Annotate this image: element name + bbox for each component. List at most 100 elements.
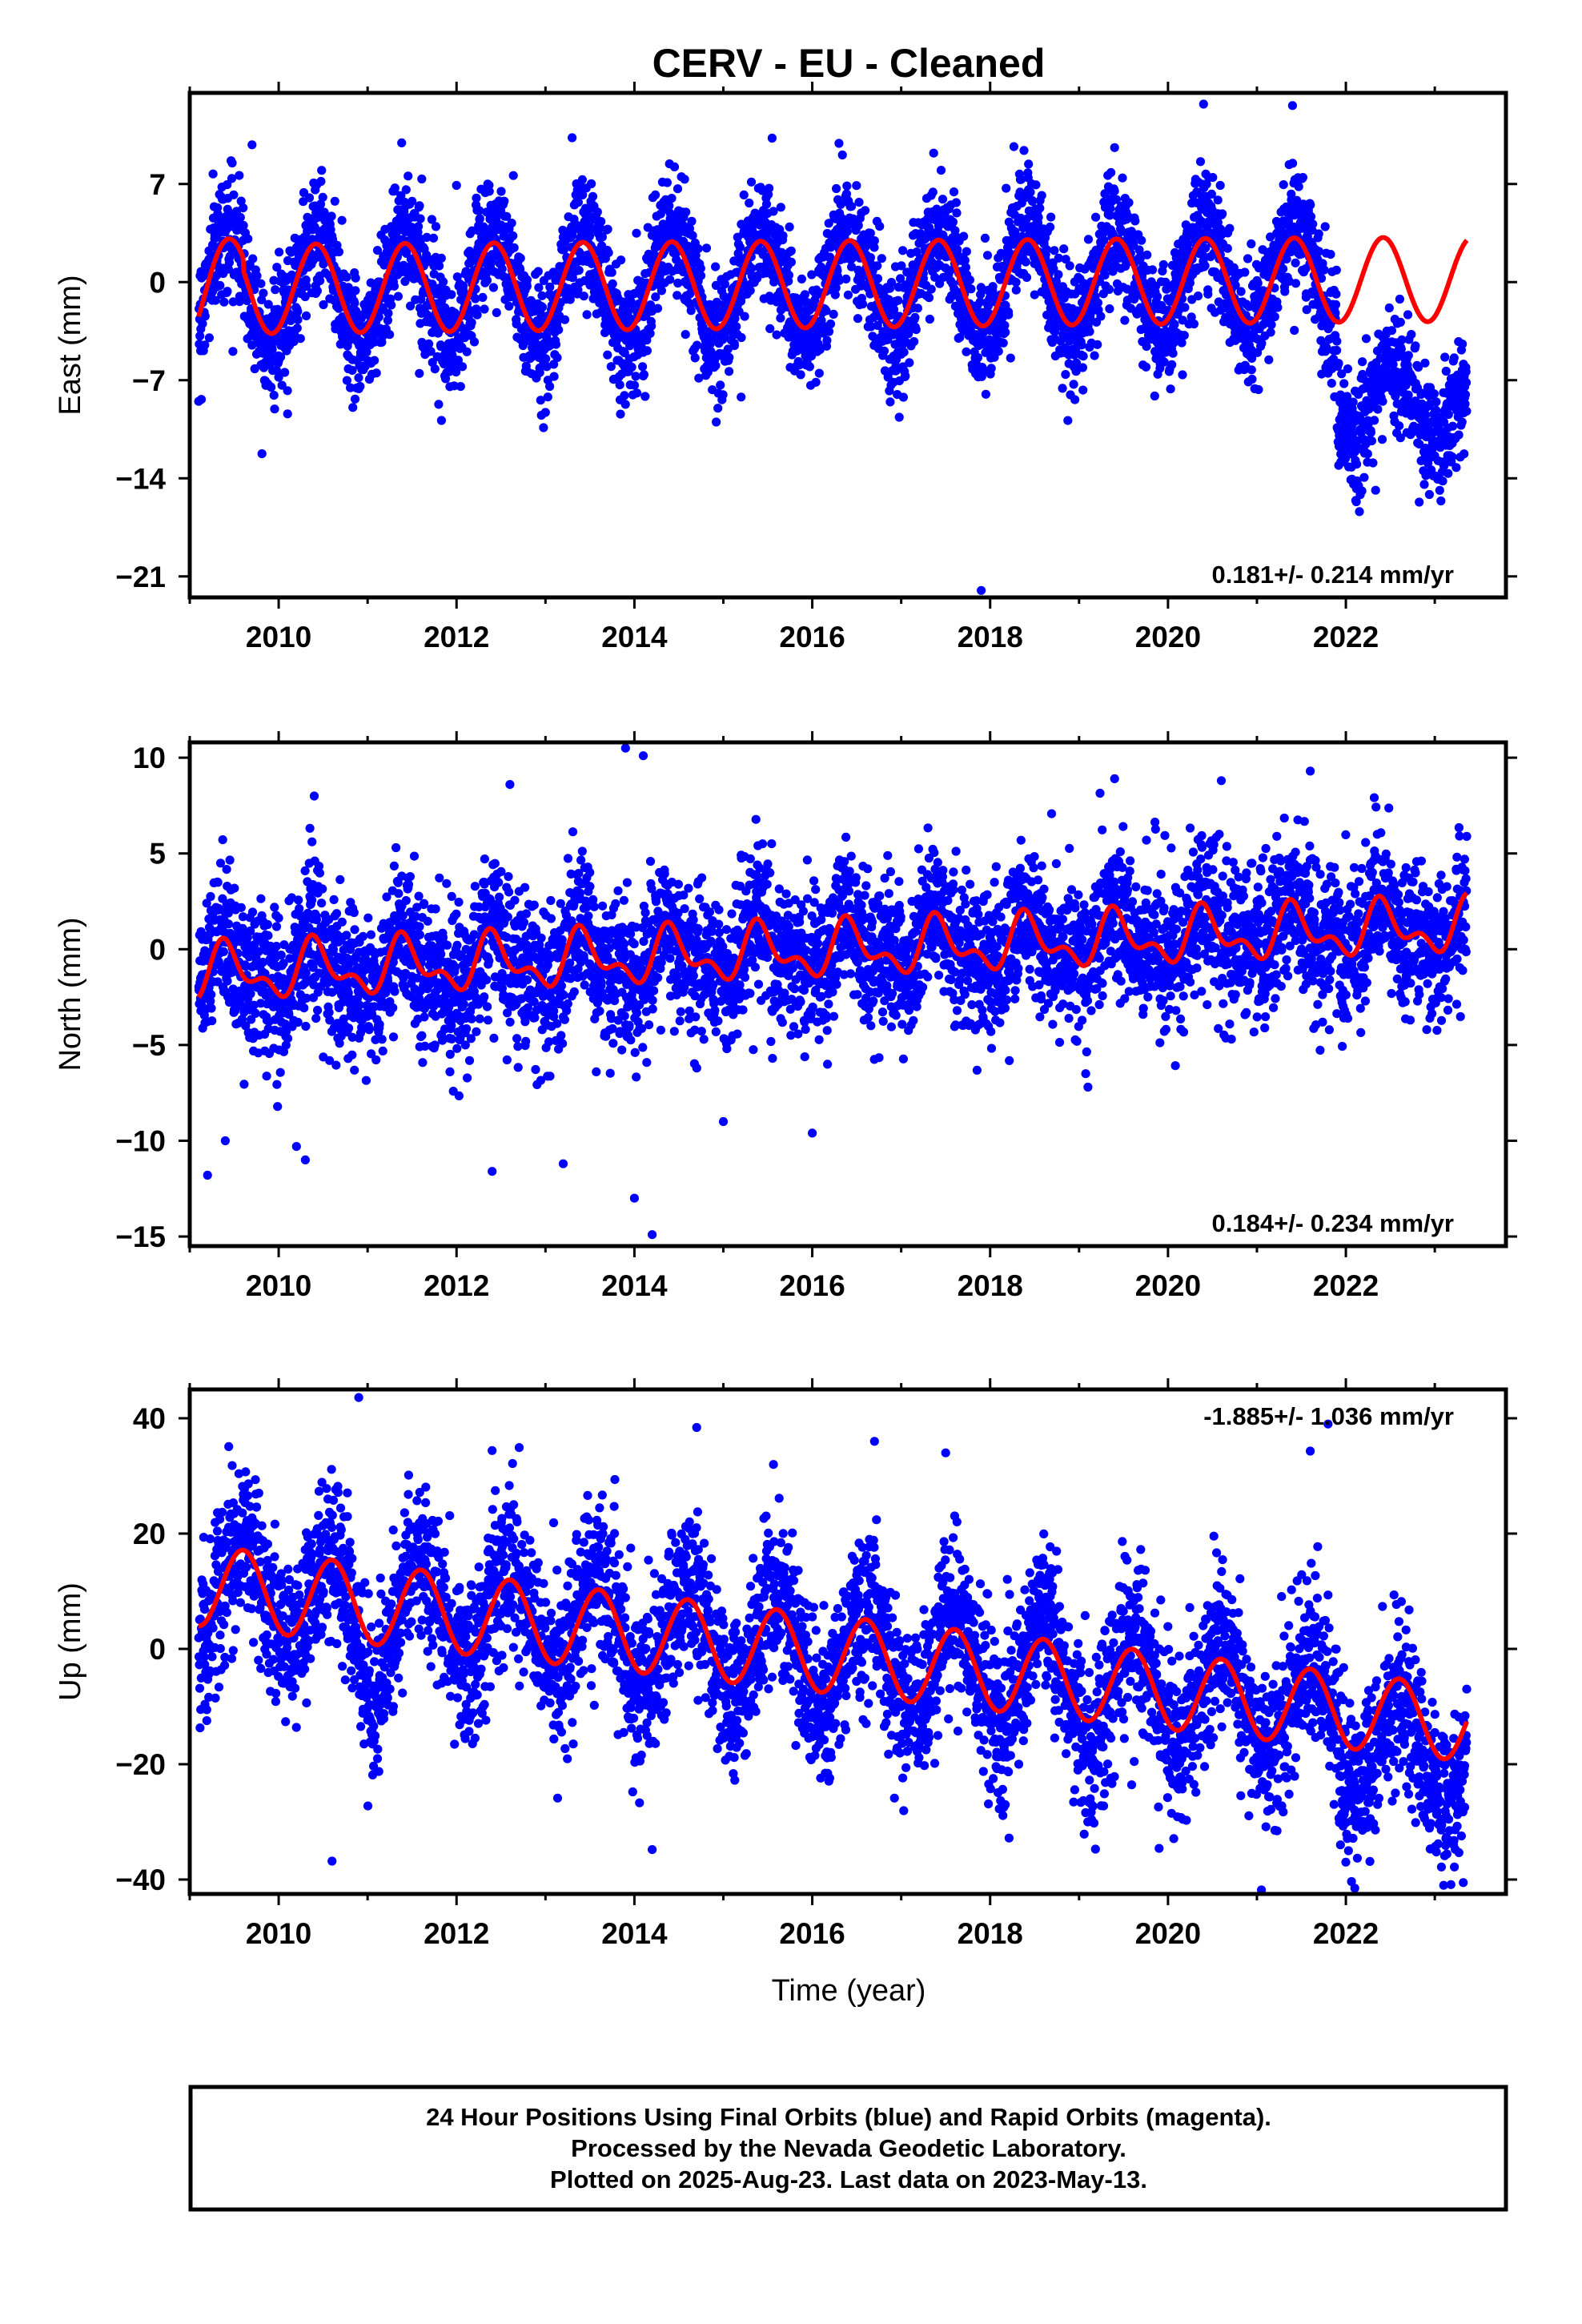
east-data-point [899,348,909,357]
east-data-point [1179,331,1189,340]
east-data-point [496,187,506,196]
east-data-point [372,246,383,255]
east-data-point [415,201,424,211]
east-rate-label: 0.181+/- 0.214 mm/yr [1212,561,1454,589]
east-data-point [492,308,501,317]
east-data-point [843,290,853,300]
east-data-point [936,166,946,175]
east-data-point [1215,180,1225,191]
east-data-point [842,181,852,191]
east-data-point [452,272,462,282]
east-data-point [457,362,468,372]
east-data-point [786,257,797,267]
east-data-point [673,184,683,194]
east-data-point [472,310,482,320]
east-data-point [534,331,544,340]
east-data-point [1291,279,1301,288]
east-data-point [275,247,284,257]
east-data-point [690,353,700,363]
east-data-point [428,233,439,243]
east-data-point [277,380,287,390]
east-data-point [662,178,673,187]
east-data-point [898,392,908,402]
east-data-point [1314,229,1323,239]
east-data-point [414,222,424,231]
east-data-point [1411,341,1420,351]
east-data-point [259,288,268,298]
east-data-point [508,171,518,180]
east-data-point [539,423,548,432]
east-data-point [1120,316,1130,325]
east-data-point [761,199,772,209]
east-data-point [269,391,279,400]
east-data-point [1435,485,1444,495]
east-data-point [604,248,613,258]
east-data-point [852,181,861,191]
east-data-point [1348,397,1358,407]
east-data-point [405,301,416,311]
east-data-point [745,198,754,208]
east-data-point [1147,265,1158,275]
east-data-point [1358,357,1367,367]
east-data-point [1457,417,1467,427]
east-data-point [302,281,311,291]
east-data-point [573,198,584,207]
east-data-point [480,304,489,314]
east-data-point [248,254,258,263]
east-data-point [745,286,755,296]
east-data-point [348,403,358,412]
east-data-point [1461,378,1472,388]
east-data-point [397,138,407,147]
east-data-point [1054,270,1063,279]
east-data-point [243,234,253,243]
east-data-point [949,187,959,197]
east-data-point [469,250,479,259]
east-outlier-point [834,139,844,148]
east-data-point [786,246,796,255]
east-data-point [434,400,444,409]
east-data-point [1290,325,1299,336]
east-data-point [239,220,248,231]
east-data-point [223,180,232,190]
east-data-point [1387,326,1396,336]
east-data-point [487,257,496,267]
east-data-point [428,279,437,289]
east-data-point [765,324,775,333]
east-data-point [559,245,568,255]
east-data-point [229,190,239,199]
east-outlier-point [1421,471,1431,480]
east-data-point [1254,384,1263,395]
east-data-point [639,370,649,380]
east-data-point [1203,289,1213,299]
east-data-point [1180,303,1190,312]
east-data-point [1334,359,1343,368]
east-data-point [951,198,961,207]
east-data-point [825,319,836,329]
east-data-point [1178,370,1187,380]
east-data-point [1332,336,1342,346]
east-data-point [1069,380,1078,389]
east-data-point [198,319,207,328]
east-data-point [814,368,824,378]
east-data-point [597,232,608,242]
east-data-point [1009,142,1018,151]
east-data-point [458,281,468,291]
east-data-point [926,284,936,294]
east-data-point [1294,182,1303,191]
east-data-point [208,169,218,179]
east-data-point [549,372,559,381]
east-data-point [283,386,292,396]
east-data-point [616,255,626,265]
east-data-point [1357,486,1367,496]
east-data-point [301,311,311,320]
east-data-point [497,264,507,274]
east-data-point [533,267,543,276]
east-data-point [735,243,745,252]
east-data-point [776,313,785,323]
east-data-point [577,175,588,184]
east-data-point [1105,304,1114,314]
east-data-point [286,316,295,325]
east-data-point [334,247,343,257]
east-data-point [573,285,583,295]
east-data-point [293,307,303,316]
